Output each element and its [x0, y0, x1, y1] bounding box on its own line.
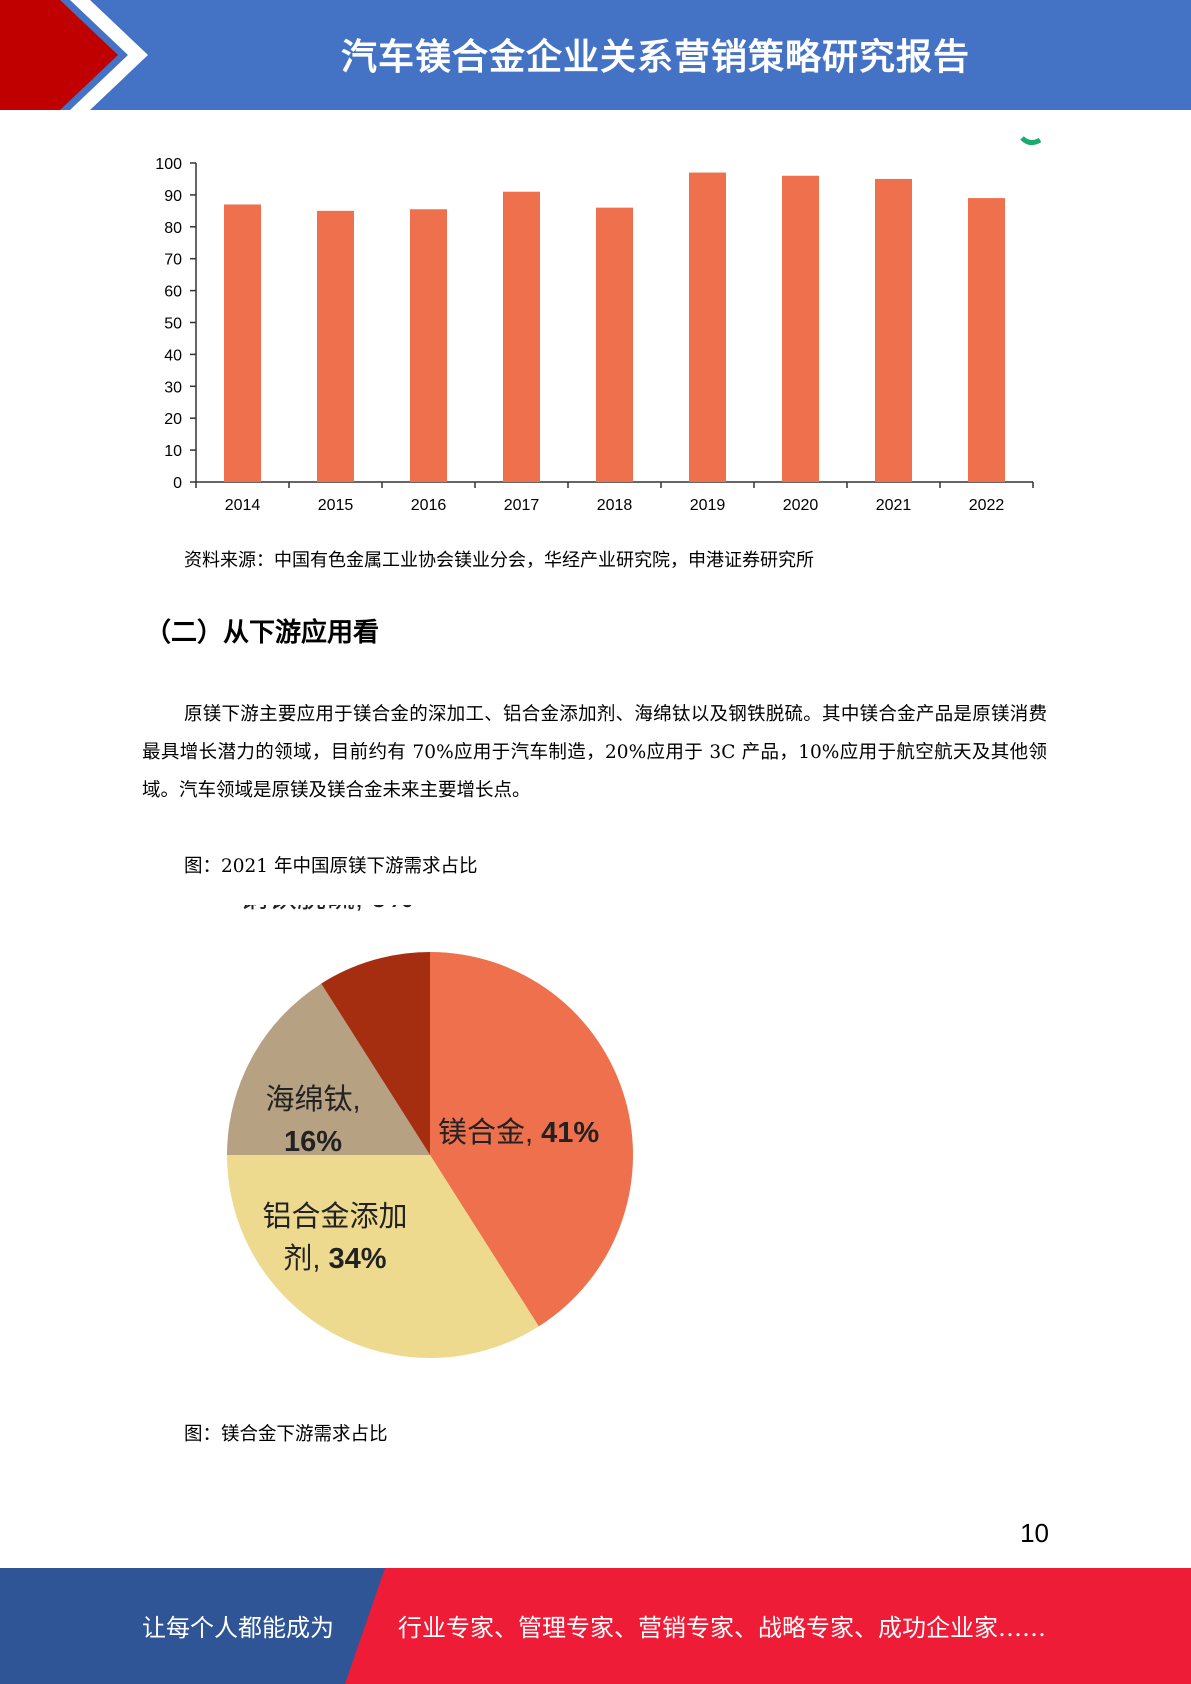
pie-slice-steel-desulfurization [321, 952, 430, 1155]
header-arrow-decoration [0, 0, 148, 110]
pie-label-sponge-ti: 海绵钛, [265, 1083, 360, 1116]
x-tick-label: 2019 [690, 497, 726, 514]
x-tick-label: 2020 [783, 497, 819, 514]
bar-2017 [503, 191, 540, 482]
bar-2022 [968, 198, 1005, 482]
y-tick-label: 100 [155, 156, 182, 173]
bar-chart: 0 10 20 30 40 50 60 70 80 90 100 2014 2015 2016 2017 20… [155, 156, 1034, 514]
x-tick-label: 2016 [411, 497, 447, 514]
bar-2020 [782, 175, 819, 482]
y-tick-label: 40 [164, 347, 182, 364]
bar-2014 [224, 204, 261, 482]
pie-slice-al-additive [227, 1155, 539, 1358]
green-corner-mark [1020, 136, 1042, 146]
section-title: （二）从下游应用看 [145, 618, 380, 648]
y-tick-label: 50 [164, 316, 182, 333]
y-tick-label: 70 [164, 252, 182, 269]
y-tick-label: 30 [164, 379, 182, 396]
x-tick-label: 2018 [597, 497, 633, 514]
pie-chart: 镁合金, 41% 铝合金添加剂, 34% 海绵钛, 16% 钢铁脱硫, 9% [227, 905, 633, 1358]
x-tick-label: 2021 [876, 497, 912, 514]
source-note: 资料来源：中国有色金属工业协会镁业分会，华经产业研究院，申港证券研究所 [184, 550, 814, 571]
footer-slogan-left: 让每个人都能成为 [142, 1614, 334, 1642]
bar-2016 [410, 209, 447, 482]
pie-label-mg-alloy: 镁合金, 41% [438, 1116, 599, 1149]
page-number: 10 [1020, 1518, 1049, 1548]
x-tick-label: 2014 [225, 497, 261, 514]
pie-slice-sponge-ti [227, 983, 430, 1155]
pie-label-sponge-ti: 16% [284, 1126, 342, 1158]
y-tick-label: 0 [173, 475, 182, 492]
pie-label-al-additive: 剂, 34% [283, 1242, 386, 1275]
bar-2021 [875, 178, 912, 482]
pie-label-al-additive: 铝合金添加 [262, 1200, 407, 1233]
figure-caption-2021-demand: 图：2021 年中国原镁下游需求占比 [184, 856, 478, 877]
bar-2019 [689, 172, 726, 482]
header-banner: 汽车镁合金企业关系营销策略研究报告 [0, 0, 1191, 110]
x-tick-label: 2015 [318, 497, 354, 514]
report-title: 汽车镁合金企业关系营销策略研究报告 [340, 37, 970, 78]
pie-slice-mg-alloy [430, 952, 633, 1327]
y-tick-label: 80 [164, 220, 182, 237]
footer-banner: 让每个人都能成为 行业专家、管理专家、营销专家、战略专家、成功企业家…… [0, 1568, 1191, 1684]
x-tick-label: 2022 [969, 497, 1005, 514]
bar-2018 [596, 207, 633, 482]
y-tick-label: 10 [164, 443, 182, 460]
pie-label-steel: 钢铁脱硫, 9% [239, 905, 413, 914]
y-tick-label: 60 [164, 284, 182, 301]
body-paragraph: 原镁下游主要应用于镁合金的深加工、铝合金添加剂、海绵钛以及钢铁脱硫。其中镁合金产… [142, 704, 1047, 801]
footer-slogan-right: 行业专家、管理专家、营销专家、战略专家、成功企业家…… [398, 1614, 1046, 1642]
y-tick-label: 20 [164, 411, 182, 428]
y-tick-label: 90 [164, 188, 182, 205]
bar-2015 [317, 210, 354, 482]
x-tick-label: 2017 [504, 497, 540, 514]
figure-caption-mg-alloy-demand: 图：镁合金下游需求占比 [184, 1424, 388, 1445]
footer-background [0, 1568, 1191, 1684]
